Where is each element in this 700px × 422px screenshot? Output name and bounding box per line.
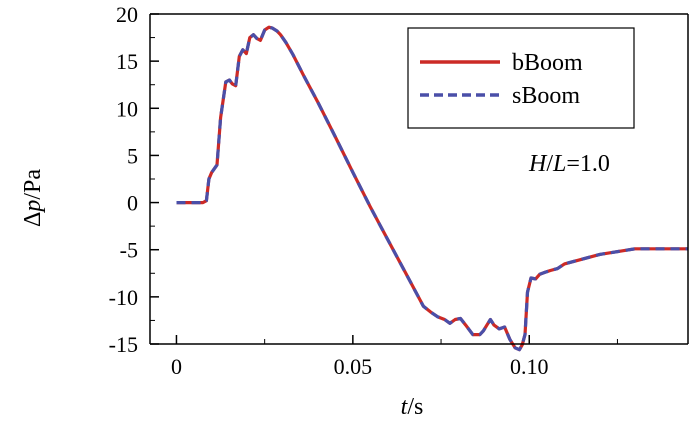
legend-label-bboom: bBoom [512,50,583,76]
annotation-value: =1.0 [566,151,610,177]
y-tick-label: 0 [127,191,138,216]
series-line-sboom [176,25,688,352]
y-tick-label: 15 [116,49,138,74]
x-tick-label: 0.05 [334,354,373,379]
y-tick-labels: -15 -10 -5 0 5 10 15 20 [109,2,138,357]
annotation-l: L [552,151,566,177]
x-tick-label: 0.10 [510,354,549,379]
y-tick-label: -15 [109,332,138,357]
legend: bBoom sBoom [407,27,635,129]
y-tick-label: 5 [127,143,138,168]
x-axis-title: t/s [401,394,424,420]
legend-label-sboom: sBoom [512,83,580,109]
x-tick-labels: 0 0.05 0.10 [171,354,549,379]
axes-layer [150,13,618,345]
y-tick-label: 20 [116,2,138,27]
legend-box [407,27,635,129]
x-axis-var: t [401,394,409,420]
y-tick-label: -5 [120,238,138,263]
y-axis-unit: /Pa [20,169,46,200]
annotation-hl: H/L=1.0 [528,151,610,177]
y-axis-title: Δp/Pa [20,169,46,227]
x-tick-label: 0 [171,354,182,379]
y-axis-var: p [20,200,46,214]
annotation-h: H [528,151,548,177]
y-axis-prefix: Δ [20,212,46,227]
y-tick-label: -10 [109,285,138,310]
annotation-sep: / [546,151,553,177]
x-axis-unit: /s [407,394,423,420]
series-layer [176,25,688,352]
y-tick-label: 10 [116,96,138,121]
